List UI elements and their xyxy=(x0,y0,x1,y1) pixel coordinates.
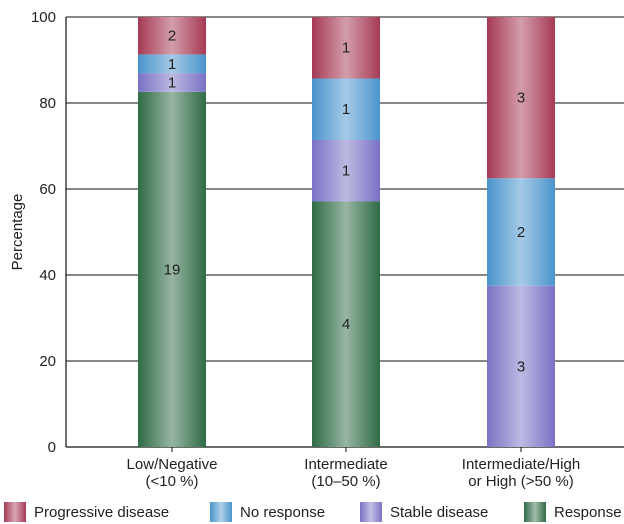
data-label: 3 xyxy=(517,358,525,375)
data-label: 1 xyxy=(342,101,350,118)
bar-segment-progressive-disease xyxy=(487,17,555,179)
legend-label: Progressive disease xyxy=(34,503,170,521)
bar-segment-progressive-disease xyxy=(138,17,206,55)
y-tick-label: 20 xyxy=(39,353,56,370)
legend-label: No response xyxy=(240,503,326,521)
legend-swatch-progressive-disease xyxy=(4,502,26,522)
data-label: 2 xyxy=(168,28,176,45)
x-tick-label: (10–50 %) xyxy=(311,473,380,490)
bar-segment-response xyxy=(312,201,380,447)
bar-segment-no-response xyxy=(312,78,380,140)
bar-segment-progressive-disease xyxy=(312,17,380,79)
x-tick-label: Low/Negative xyxy=(127,456,218,473)
data-label: 3 xyxy=(517,90,525,107)
y-tick-label: 100 xyxy=(31,9,56,26)
legend-item-progressive-disease: Progressive disease xyxy=(4,502,169,522)
data-label: 4 xyxy=(342,316,350,333)
x-tick-label: (<10 %) xyxy=(146,473,199,490)
y-tick-label: 0 xyxy=(48,439,56,456)
y-tick-label: 80 xyxy=(39,95,56,112)
bar-segment-response xyxy=(138,91,206,447)
bar-segment-stable-disease xyxy=(312,139,380,202)
legend-item-stable-disease: Stable disease xyxy=(360,502,488,522)
bar-segment-no-response xyxy=(138,54,206,74)
y-tick-label: 40 xyxy=(39,267,56,284)
legend-item-response: Response xyxy=(524,502,622,522)
data-label: 1 xyxy=(168,56,176,73)
legend-label: Response xyxy=(554,503,622,521)
data-label: 19 xyxy=(164,261,181,278)
bar-segment-stable-disease xyxy=(138,73,206,92)
bar-segment-no-response xyxy=(487,178,555,286)
legend-label: Stable disease xyxy=(390,503,489,521)
legend-swatch-stable-disease xyxy=(360,502,382,522)
y-axis-label: Percentage xyxy=(9,194,26,271)
legend-swatch-no-response xyxy=(210,502,232,522)
y-tick-label: 60 xyxy=(39,181,56,198)
bar-segment-stable-disease xyxy=(487,285,555,447)
data-label: 1 xyxy=(342,163,350,180)
x-tick-label: or High (>50 %) xyxy=(468,473,573,490)
data-label: 1 xyxy=(342,40,350,57)
legend-item-no-response: No response xyxy=(210,502,325,522)
legend: Progressive disease No response Stable d… xyxy=(0,500,624,524)
x-tick-label: Intermediate xyxy=(304,456,387,473)
data-label: 1 xyxy=(168,74,176,91)
legend-swatch-response xyxy=(524,502,546,522)
data-label: 2 xyxy=(517,224,525,241)
x-tick-label: Intermediate/High xyxy=(462,456,580,473)
